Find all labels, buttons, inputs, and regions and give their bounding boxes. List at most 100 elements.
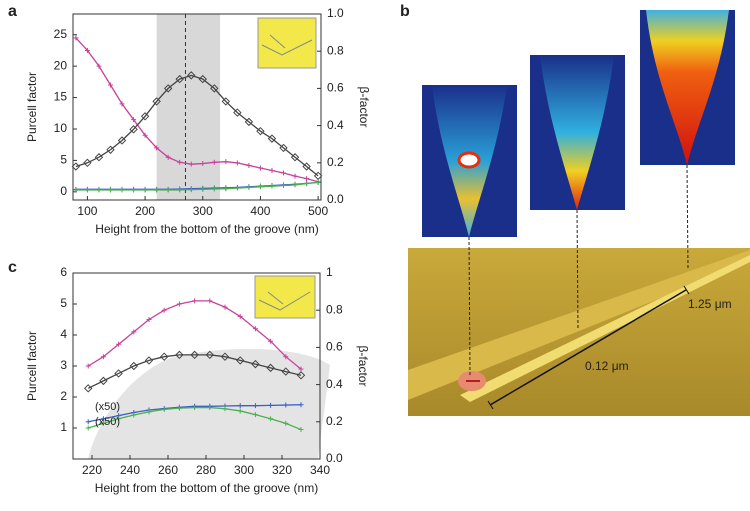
- point: [152, 97, 161, 106]
- y2-tick-label: 0.2: [327, 155, 344, 169]
- point: [146, 317, 152, 322]
- y-tick-label: 10: [54, 121, 68, 135]
- y2-tick-label: 0.4: [327, 118, 344, 132]
- inset-icon: [254, 275, 316, 319]
- point: [237, 313, 243, 319]
- point: [83, 384, 93, 393]
- point: [283, 354, 289, 360]
- inset-icon: [258, 291, 311, 311]
- point: [198, 74, 207, 84]
- point: [269, 167, 275, 173]
- point: [246, 184, 252, 190]
- point: [96, 187, 102, 193]
- point: [131, 329, 137, 335]
- point: [298, 366, 304, 372]
- point: [223, 186, 229, 192]
- point: [207, 298, 213, 304]
- point: [116, 416, 122, 422]
- point: [221, 97, 231, 106]
- point: [292, 173, 298, 179]
- y2-tick-label: 0.0: [327, 192, 344, 206]
- point: [252, 412, 258, 418]
- point: [222, 406, 228, 412]
- point: [119, 187, 125, 193]
- panel-label: a: [8, 3, 17, 20]
- x-axis-label: Height from the bottom of the groove (nm…: [95, 222, 318, 236]
- y-tick-label: 3: [60, 358, 67, 372]
- y-tick-label: 5: [60, 296, 67, 310]
- point: [281, 170, 287, 176]
- shaded-region: [88, 348, 330, 459]
- point: [290, 153, 300, 162]
- point: [129, 125, 138, 134]
- point: [177, 187, 183, 193]
- x-tick-label: 300: [193, 204, 213, 218]
- y2-tick-label: 0.8: [327, 43, 344, 57]
- point: [233, 108, 242, 117]
- point: [246, 162, 252, 168]
- point: [296, 371, 306, 380]
- point: [223, 159, 229, 165]
- x-tick-label: 260: [158, 463, 178, 477]
- point: [163, 84, 173, 93]
- point: [211, 186, 217, 192]
- point: [211, 159, 217, 165]
- point: [220, 352, 230, 361]
- point: [188, 161, 194, 167]
- point: [100, 420, 106, 426]
- point: [176, 301, 182, 307]
- y2-tick-label: 0.6: [326, 340, 343, 354]
- x-tick-label: 340: [310, 463, 330, 477]
- point: [107, 82, 113, 88]
- point: [210, 84, 219, 93]
- point: [99, 376, 108, 386]
- point: [266, 363, 275, 373]
- y-tick-label: 1: [60, 420, 67, 434]
- point: [207, 405, 213, 411]
- point: [131, 187, 137, 193]
- y2-axis-label: β-factor: [357, 87, 371, 128]
- point: [279, 143, 288, 153]
- point: [176, 405, 182, 411]
- y-tick-label: 4: [60, 327, 67, 341]
- point: [200, 161, 206, 167]
- point: [192, 405, 198, 411]
- point: [302, 162, 311, 171]
- x-tick-label: 400: [250, 204, 270, 218]
- point: [315, 179, 321, 185]
- y-tick-label: 5: [60, 153, 67, 167]
- y-tick-label: 15: [54, 90, 68, 104]
- point: [165, 154, 171, 160]
- point: [257, 165, 263, 171]
- y-tick-label: 20: [54, 58, 68, 72]
- annotation: (x50): [95, 401, 120, 413]
- point: [142, 187, 148, 193]
- y-tick-label: 0: [60, 184, 67, 198]
- point: [85, 363, 91, 369]
- point: [73, 35, 79, 41]
- series-line: [87, 354, 302, 389]
- point: [252, 326, 258, 332]
- point: [144, 356, 154, 365]
- point: [244, 117, 254, 127]
- point: [188, 187, 194, 193]
- point: [119, 101, 125, 107]
- dimension-label: 1.25 μm: [688, 297, 732, 311]
- point: [116, 341, 122, 347]
- point: [154, 187, 160, 193]
- point: [161, 307, 167, 313]
- point: [107, 187, 113, 193]
- point: [106, 145, 115, 154]
- x-tick-label: 240: [120, 463, 140, 477]
- x-tick-label: 100: [77, 204, 97, 218]
- point: [256, 126, 265, 136]
- point: [131, 412, 137, 418]
- series-line: [75, 74, 319, 177]
- plot-frame: [72, 13, 322, 201]
- x-tick-label: 220: [82, 463, 102, 477]
- y-axis-label: Purcell factor: [25, 331, 39, 401]
- y2-tick-label: 0.8: [326, 302, 343, 316]
- point: [237, 403, 243, 409]
- point: [205, 350, 215, 360]
- point: [140, 112, 150, 121]
